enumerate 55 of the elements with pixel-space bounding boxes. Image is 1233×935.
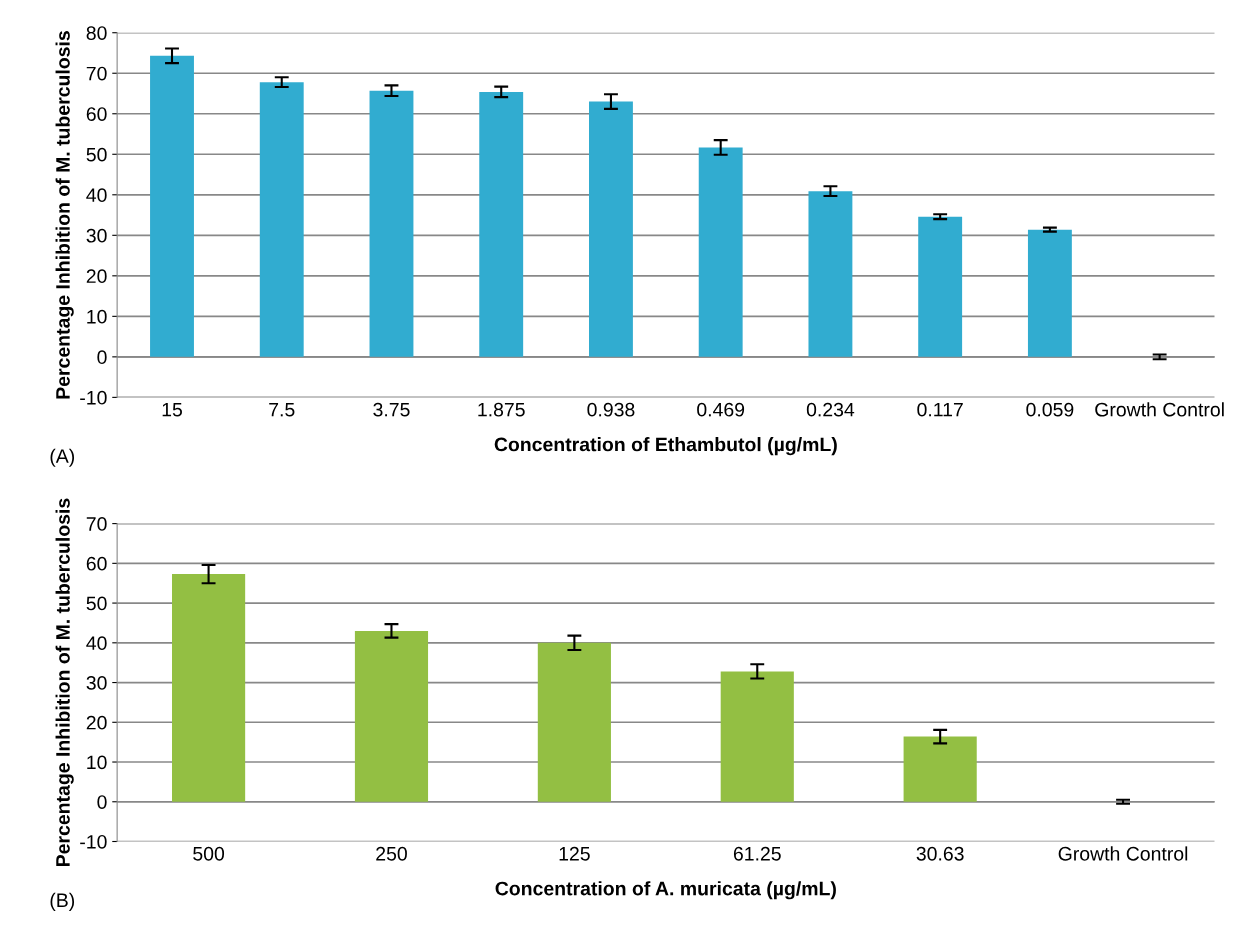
bar (369, 90, 414, 357)
x-tick-label: 61.25 (733, 846, 781, 861)
bar (537, 642, 611, 802)
x-tick-label: 7.5 (269, 402, 295, 417)
bar (720, 671, 794, 802)
x-tick-label: 250 (376, 846, 407, 861)
x-tick-label: 0.117 (917, 402, 963, 417)
y-tick-label: 10 (87, 309, 107, 324)
bar (1027, 229, 1072, 357)
y-tick-label: 50 (86, 596, 107, 611)
bar (808, 191, 853, 357)
text: (A) (50, 448, 75, 467)
bar (918, 216, 963, 357)
x-tick-label: 1.875 (478, 402, 525, 417)
y-tick-label: 0 (97, 795, 107, 809)
bar (172, 574, 246, 802)
x-tick-label: 500 (193, 846, 225, 861)
y-tick-label: 60 (86, 107, 107, 121)
x-tick-label: Growth Control (1058, 846, 1188, 861)
y-tick-label: 70 (86, 66, 107, 81)
y-tick-label: 60 (86, 556, 107, 571)
x-tick-label: 3.75 (373, 402, 410, 417)
x-tick-label: 0.059 (1026, 402, 1074, 417)
bar (354, 630, 429, 802)
x-tick-label: 0.469 (697, 402, 745, 417)
y-tick-label: -10 (80, 834, 107, 849)
bar (903, 736, 977, 802)
y-tick-label: 20 (86, 715, 107, 730)
x-tick-label: 0.938 (587, 402, 635, 417)
y-tick-label: 80 (86, 26, 107, 40)
x-tick-label: 15 (162, 402, 182, 417)
y-tick-label: 20 (86, 269, 107, 284)
y-tick-label: 70 (86, 517, 107, 531)
y-tick-label: 10 (87, 755, 107, 770)
bar (589, 101, 633, 357)
text: (B) (50, 892, 75, 911)
x-axis-title: Concentration of Ethambutol (µg/mL) (494, 437, 837, 456)
y-axis-title: Percentage Inhibition of M. tuberculosis (55, 498, 74, 866)
y-tick-label: 30 (86, 228, 107, 243)
y-tick-label: 40 (86, 188, 107, 203)
bar (259, 82, 304, 357)
x-tick-label: 125 (559, 846, 590, 861)
bar (479, 91, 524, 357)
x-axis-title: Concentration of A. muricata (µg/mL) (495, 881, 836, 900)
x-tick-label: 30.63 (916, 846, 964, 861)
bar (698, 147, 743, 357)
y-tick-label: 30 (86, 676, 107, 690)
y-axis-title: Percentage Inhibition of M. tuberculosis (55, 31, 74, 399)
y-tick-label: -10 (80, 390, 107, 405)
y-tick-label: 50 (86, 147, 107, 162)
x-tick-label: Growth Control (1095, 402, 1224, 417)
x-tick-label: 0.234 (806, 402, 855, 417)
y-tick-label: 0 (97, 350, 107, 365)
bar (150, 55, 194, 357)
y-tick-label: 40 (86, 636, 107, 651)
